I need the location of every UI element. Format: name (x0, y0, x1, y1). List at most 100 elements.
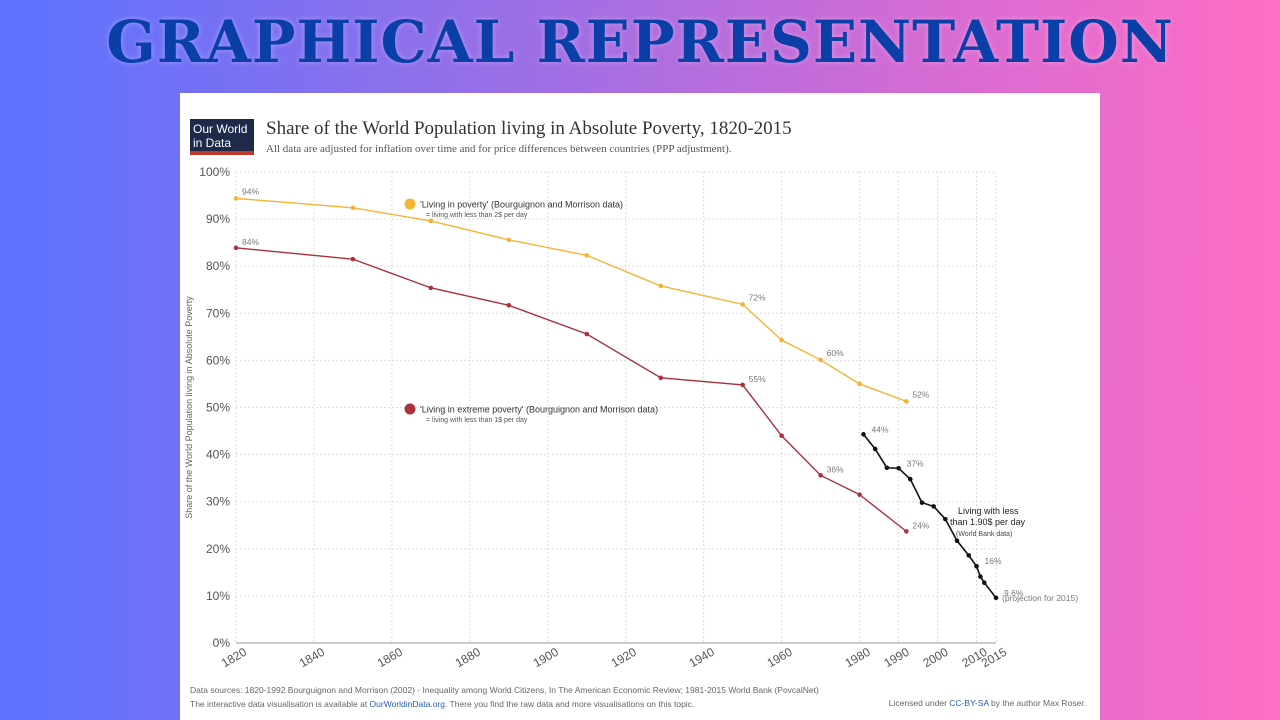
series-0-point (740, 302, 745, 307)
y-tick-label: 50% (206, 401, 230, 415)
series-0-point (506, 237, 512, 243)
data-label: 24% (912, 520, 929, 530)
license-suffix: by the author Max Roser. (988, 698, 1086, 708)
wb-label-line-3: (World Bank data) (956, 531, 1012, 538)
license-note: Licensed under CC-BY-SA by the author Ma… (889, 698, 1086, 708)
series-0-line (235, 197, 907, 403)
x-tick-label: 1990 (882, 645, 912, 671)
y-tick-label: 0% (213, 636, 231, 650)
series-2-point (993, 595, 999, 601)
y-tick-label: 20% (206, 542, 230, 556)
legend-extreme-poverty-swatch (404, 403, 416, 415)
data-label: 84% (242, 237, 259, 247)
data-sources-note: Data sources: 1820-1992 Bourguignon and … (190, 685, 819, 695)
chart-card: Our World in Data Share of the World Pop… (180, 93, 1100, 720)
series-2-point (943, 516, 948, 522)
y-tick-label: 90% (206, 212, 230, 226)
legend-poverty-label: 'Living in poverty' (Bourguignon and Mor… (420, 200, 623, 210)
x-tick-label: 2000 (920, 645, 950, 671)
y-tick-label: 40% (206, 448, 230, 462)
data-label: 55% (749, 374, 766, 384)
series-0-point (818, 357, 823, 363)
y-tick-label: 10% (206, 589, 230, 603)
logo-line-1: Our World (193, 122, 248, 136)
data-label: 44% (871, 424, 888, 434)
data-label: 72% (749, 292, 766, 302)
series-1-point (350, 256, 356, 262)
data-label: 60% (827, 348, 844, 358)
series-0-point (350, 205, 356, 211)
series-0-point (904, 399, 909, 404)
series-0-point (584, 253, 590, 258)
series-1-point (818, 473, 823, 478)
data-label: 52% (912, 389, 929, 399)
interactive-suffix: . There you find the raw data and more v… (444, 699, 695, 709)
series-1-point (584, 331, 590, 337)
series-0-point (428, 218, 434, 224)
wb-label-line-2: than 1.90$ per day (950, 517, 1026, 527)
series-2-point (978, 574, 983, 579)
series-1-point (506, 302, 512, 308)
series-2-point (884, 465, 890, 471)
data-label: 36% (827, 464, 844, 474)
series-0-point (857, 381, 862, 387)
license-prefix: Licensed under (888, 698, 950, 708)
series-2-point (861, 432, 866, 437)
series-1-point (779, 433, 784, 439)
series-2-point (907, 476, 913, 482)
series-1-point (428, 285, 434, 291)
legend-poverty-note: = living with less than 2$ per day (426, 212, 528, 219)
series-1-point (658, 375, 664, 381)
legend-extreme-poverty-note: = living with less than 1$ per day (426, 417, 528, 424)
series-2-point (919, 500, 925, 505)
data-label: 9.6% (1004, 588, 1024, 598)
legend-extreme-poverty-label: 'Living in extreme poverty' (Bourguignon… (420, 405, 658, 415)
x-tick-label: 1880 (453, 645, 483, 671)
license-link[interactable]: CC-BY-SA (949, 698, 989, 708)
logo-line-2: in Data (193, 136, 232, 150)
series-1-point (233, 245, 239, 251)
owid-logo: Our World in Data (190, 119, 254, 155)
y-tick-label: 100% (199, 165, 230, 179)
y-tick-label: 80% (206, 259, 230, 273)
x-tick-label: 1960 (765, 645, 795, 671)
interactive-prefix: The interactive data visualisation is av… (190, 699, 370, 709)
x-tick-label: 1920 (609, 645, 639, 671)
slide-title: GRAPHICAL REPRESENTATION (106, 8, 1174, 76)
series-0-point (658, 283, 664, 289)
logo-accent-bar (190, 151, 254, 155)
series-2-point (872, 446, 878, 452)
chart-subtitle: All data are adjusted for inflation over… (266, 143, 732, 155)
series-2-point (931, 504, 936, 509)
owid-link[interactable]: OurWorldinData.org (369, 699, 445, 709)
interactive-note: The interactive data visualisation is av… (190, 699, 694, 709)
x-tick-label: 1900 (531, 645, 561, 671)
data-label: 16% (985, 556, 1002, 566)
y-axis-label: Share of the World Population living in … (184, 296, 194, 519)
series-0-point (779, 337, 784, 343)
y-tick-label: 70% (206, 306, 230, 320)
series-1-point (740, 382, 745, 388)
series-1-point (904, 529, 909, 534)
x-tick-label: 1840 (297, 645, 327, 671)
y-tick-label: 30% (206, 495, 230, 509)
x-tick-label: 1980 (843, 645, 873, 671)
data-label: 37% (907, 458, 924, 468)
series-0-point (233, 196, 239, 201)
series-2-point (966, 553, 972, 558)
y-tick-label: 60% (206, 353, 230, 367)
projection-note: (projection for 2015) (1002, 593, 1078, 603)
wb-label-line-1: Living with less (958, 506, 1019, 516)
poverty-line-chart: 0%10%20%30%40%50%60%70%80%90%100%1820 184… (184, 165, 1078, 671)
series-1-point (857, 492, 862, 497)
series-1-line (235, 247, 907, 532)
legend-poverty-swatch (404, 198, 416, 210)
data-label: 94% (242, 186, 259, 196)
series-2-point (896, 465, 901, 471)
x-tick-label: 1940 (687, 645, 717, 671)
series-2-point (974, 563, 979, 569)
x-tick-label: 1860 (375, 645, 405, 671)
series-2-point (954, 538, 960, 544)
series-2-point (982, 580, 987, 586)
chart-title: Share of the World Population living in … (266, 118, 792, 139)
